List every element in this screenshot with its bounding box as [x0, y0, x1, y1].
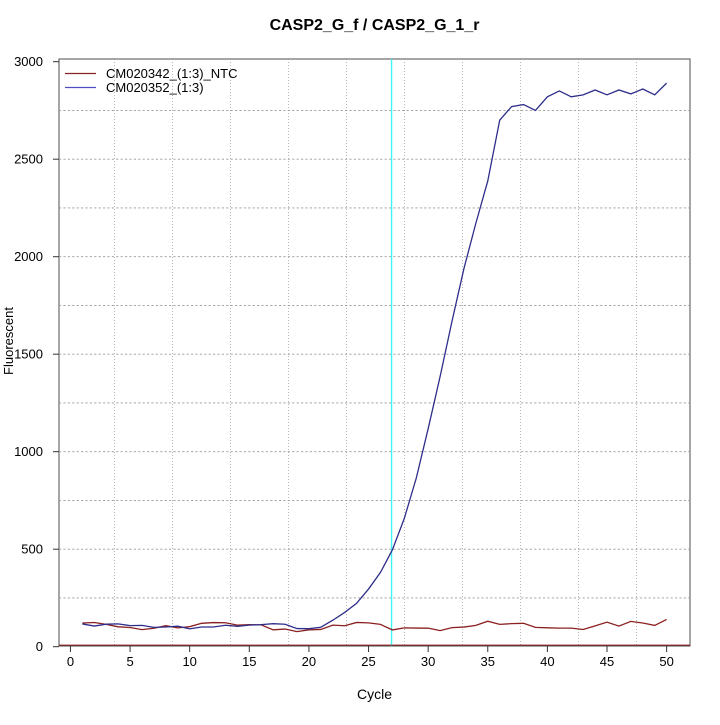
svg-text:1000: 1000: [14, 444, 43, 459]
svg-text:CM020342_(1:3)_NTC: CM020342_(1:3)_NTC: [106, 66, 238, 81]
svg-text:2000: 2000: [14, 249, 43, 264]
svg-text:500: 500: [21, 542, 43, 557]
svg-text:5: 5: [126, 654, 133, 669]
svg-text:15: 15: [242, 654, 256, 669]
svg-text:40: 40: [540, 654, 554, 669]
svg-text:0: 0: [36, 639, 43, 654]
svg-text:1500: 1500: [14, 347, 43, 362]
svg-text:25: 25: [361, 654, 375, 669]
svg-text:35: 35: [481, 654, 495, 669]
svg-text:CASP2_G_f / CASP2_G_1_r: CASP2_G_f / CASP2_G_1_r: [270, 17, 480, 34]
svg-text:50: 50: [659, 654, 673, 669]
svg-text:0: 0: [67, 654, 74, 669]
svg-text:Fluorescent: Fluorescent: [1, 307, 16, 375]
svg-text:10: 10: [182, 654, 196, 669]
svg-text:2500: 2500: [14, 152, 43, 167]
svg-text:Cycle: Cycle: [357, 686, 392, 702]
svg-text:45: 45: [600, 654, 614, 669]
svg-text:30: 30: [421, 654, 435, 669]
svg-text:CM020352_(1:3): CM020352_(1:3): [106, 80, 204, 95]
svg-text:20: 20: [302, 654, 316, 669]
svg-text:3000: 3000: [14, 54, 43, 69]
